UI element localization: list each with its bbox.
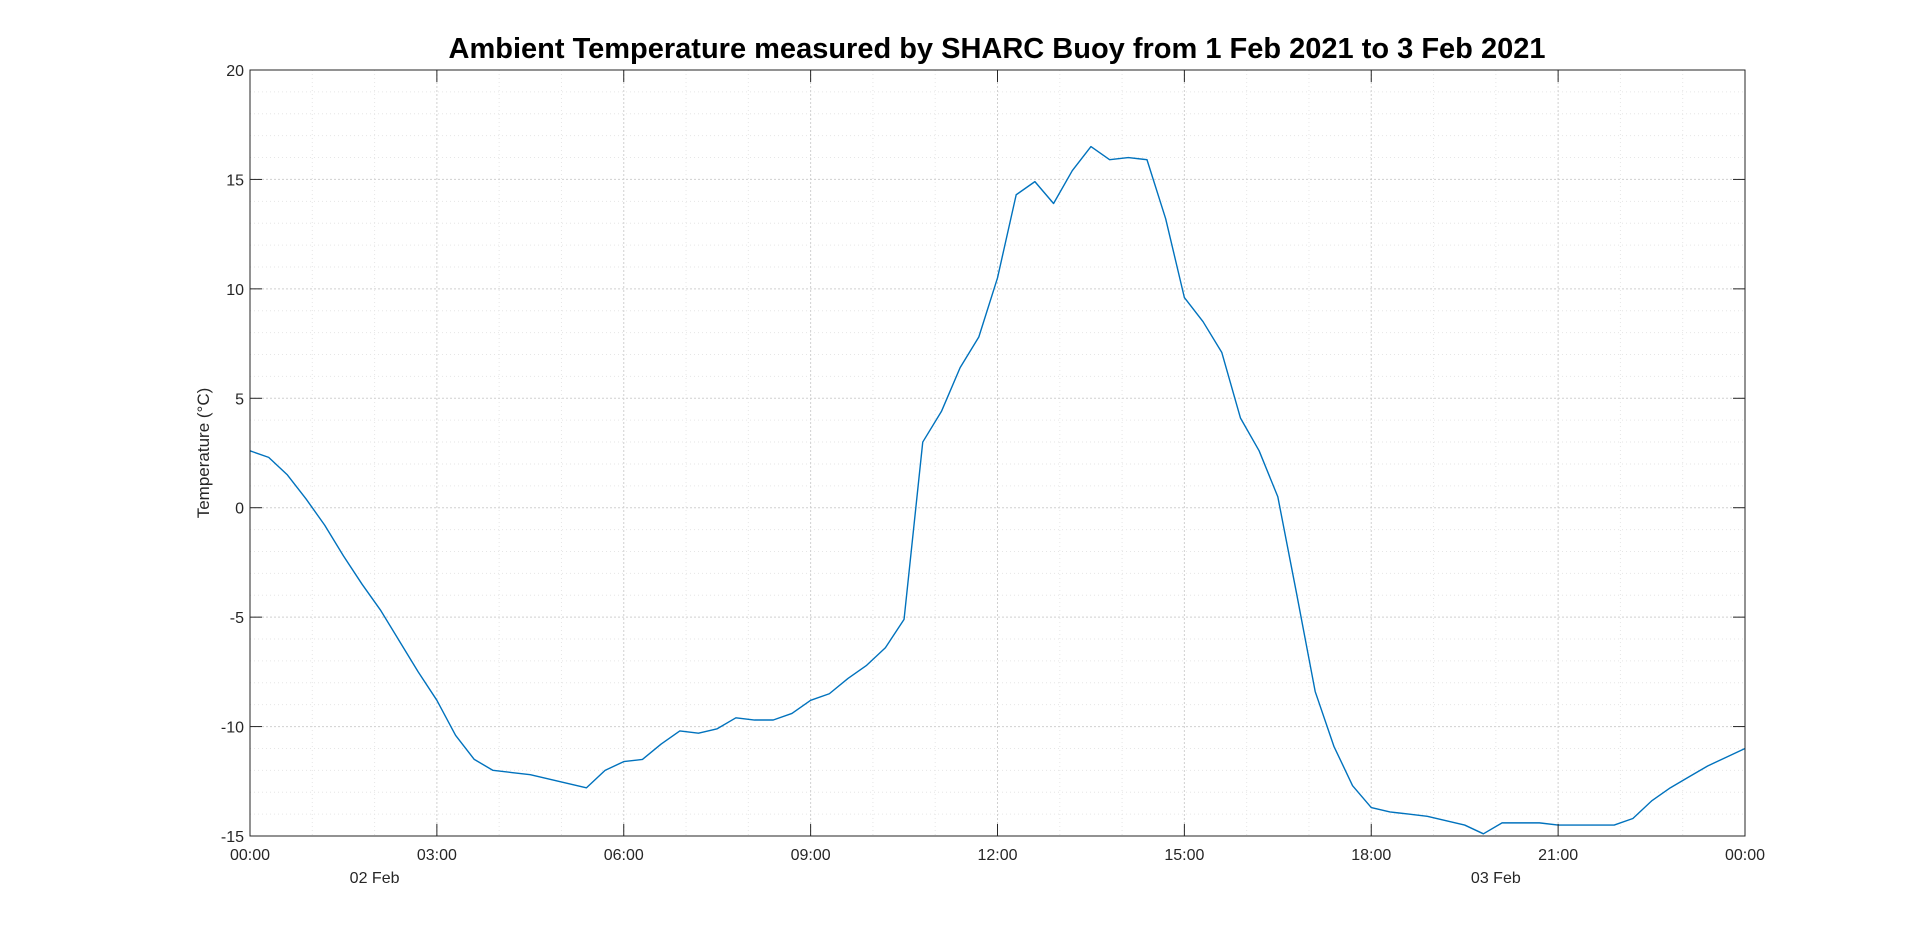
temperature-line bbox=[249, 145, 1746, 835]
x-tick-label: 09:00 bbox=[791, 847, 831, 864]
y-tick-label: 15 bbox=[226, 172, 244, 189]
series bbox=[249, 145, 1746, 835]
x-date-label: 03 Feb bbox=[1471, 870, 1521, 887]
x-tick-label: 21:00 bbox=[1538, 847, 1578, 864]
x-tick-label: 12:00 bbox=[977, 847, 1017, 864]
y-tick-label: -10 bbox=[221, 720, 244, 737]
y-tick-label: -5 bbox=[230, 610, 244, 627]
x-tick-label: 00:00 bbox=[230, 847, 270, 864]
x-tick-label: 15:00 bbox=[1164, 847, 1204, 864]
chart-title: Ambient Temperature measured by SHARC Bu… bbox=[449, 33, 1546, 65]
x-tick-label: 06:00 bbox=[604, 847, 644, 864]
y-tick-label: 5 bbox=[235, 391, 244, 408]
y-axis-label: Temperature (°C) bbox=[194, 388, 213, 519]
plot-area bbox=[250, 70, 1745, 836]
x-tick-label: 03:00 bbox=[417, 847, 457, 864]
grid bbox=[250, 70, 1745, 836]
y-tick-label: -15 bbox=[221, 829, 244, 846]
x-tick-label: 00:00 bbox=[1725, 847, 1765, 864]
x-date-label: 02 Feb bbox=[350, 870, 400, 887]
y-tick-label: 0 bbox=[235, 501, 244, 518]
x-tick-label: 18:00 bbox=[1351, 847, 1391, 864]
y-tick-label: 20 bbox=[226, 63, 244, 80]
y-tick-label: 10 bbox=[226, 282, 244, 299]
